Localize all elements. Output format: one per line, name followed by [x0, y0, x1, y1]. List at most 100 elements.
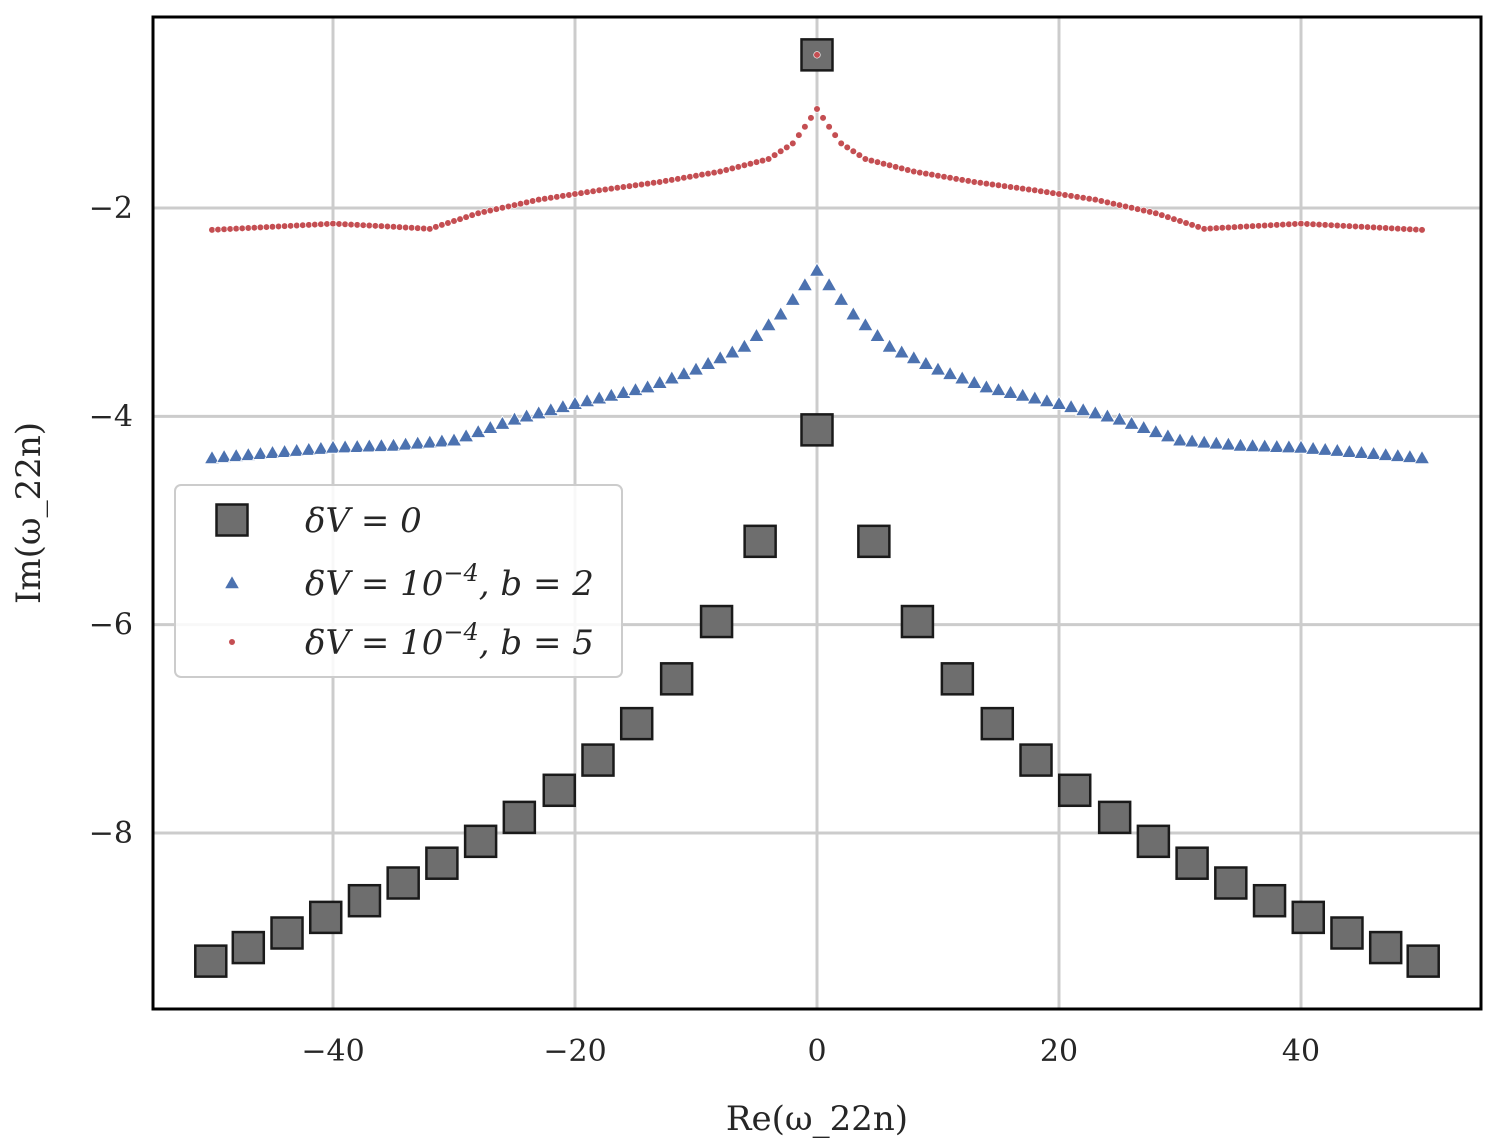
- data-point: [1025, 185, 1033, 194]
- data-point: [789, 139, 797, 148]
- data-point: [1159, 427, 1177, 443]
- data-point: [954, 370, 971, 385]
- data-point: [281, 222, 289, 230]
- data-point: [831, 131, 839, 139]
- x-tick-label: 0: [807, 1034, 826, 1069]
- data-point: [746, 160, 755, 168]
- data-point: [565, 191, 573, 199]
- data-point: [722, 166, 730, 174]
- data-point: [1285, 220, 1293, 228]
- data-point: [1220, 436, 1237, 451]
- legend-label: δV = 10−4, b = 5: [305, 618, 594, 663]
- data-point: [1230, 223, 1239, 231]
- x-tick-label: −40: [301, 1034, 364, 1069]
- data-point: [1267, 221, 1275, 229]
- data-point: [323, 220, 331, 228]
- data-point: [1087, 404, 1104, 420]
- data-point: [857, 524, 891, 559]
- data-point: [1389, 447, 1406, 462]
- data-point: [1147, 423, 1164, 438]
- data-point: [857, 316, 874, 332]
- data-point: [867, 157, 876, 165]
- data-point: [825, 123, 833, 131]
- data-point: [486, 206, 494, 215]
- data-point: [359, 221, 367, 229]
- series-b2: [203, 46, 1431, 465]
- data-point: [335, 220, 343, 228]
- data-point: [752, 158, 761, 166]
- data-point: [1097, 800, 1132, 835]
- data-point: [1256, 438, 1273, 453]
- data-point: [1006, 183, 1015, 191]
- data-point: [704, 170, 712, 178]
- data-point: [639, 378, 656, 394]
- data-point: [1368, 930, 1403, 965]
- data-point: [619, 183, 628, 191]
- data-point: [771, 151, 779, 159]
- data-point: [833, 291, 850, 306]
- data-point: [748, 327, 765, 342]
- data-point: [1097, 197, 1105, 205]
- data-point: [674, 175, 682, 183]
- data-point: [203, 449, 221, 465]
- data-point: [800, 38, 834, 72]
- data-point: [577, 189, 585, 197]
- data-point: [373, 437, 390, 452]
- y-tick-label: −8: [89, 816, 133, 851]
- data-point: [893, 343, 910, 359]
- data-point: [663, 370, 680, 385]
- data-point: [1363, 223, 1372, 231]
- data-point: [736, 338, 753, 353]
- data-point: [800, 413, 834, 447]
- data-point: [1291, 220, 1299, 228]
- grid: [153, 17, 1481, 1009]
- data-point: [905, 349, 922, 365]
- data-point: [892, 163, 900, 171]
- data-point: [1121, 202, 1130, 211]
- data-point: [668, 176, 676, 184]
- data-point: [1353, 444, 1370, 459]
- data-point: [879, 160, 888, 168]
- data-point: [1057, 773, 1092, 808]
- data-point: [1049, 189, 1057, 197]
- data-point: [231, 930, 266, 965]
- data-point: [591, 389, 608, 405]
- data-point: [627, 381, 644, 396]
- data-point: [637, 180, 646, 189]
- data-point: [784, 291, 801, 306]
- data-point: [680, 174, 688, 182]
- data-point: [1170, 215, 1178, 223]
- data-point: [1327, 221, 1335, 229]
- data-point: [656, 178, 664, 186]
- data-point: [250, 224, 258, 232]
- data-point: [347, 883, 382, 918]
- data-point: [1135, 419, 1152, 434]
- data-point: [492, 205, 500, 213]
- data-point: [980, 706, 1015, 741]
- data-point: [881, 338, 898, 353]
- data-point: [349, 438, 366, 453]
- data-point: [494, 415, 511, 430]
- data-point: [262, 223, 271, 231]
- data-point: [988, 180, 997, 189]
- data-point: [299, 221, 307, 229]
- x-tick-label: 40: [1282, 1034, 1320, 1069]
- data-point: [541, 195, 549, 203]
- data-point: [220, 225, 228, 233]
- data-point: [386, 866, 420, 900]
- data-point: [904, 166, 912, 174]
- y-tick-label: −4: [89, 399, 133, 434]
- data-point: [1134, 205, 1142, 213]
- data-point: [409, 435, 426, 450]
- data-point: [1031, 186, 1039, 194]
- data-point: [795, 131, 803, 139]
- data-point: [1062, 398, 1080, 413]
- data-point: [1388, 224, 1396, 232]
- data-point: [813, 105, 821, 113]
- data-point: [603, 387, 620, 402]
- data-point: [1218, 224, 1226, 232]
- data-point: [966, 374, 983, 389]
- data-point: [686, 173, 694, 181]
- data-point: [232, 225, 240, 233]
